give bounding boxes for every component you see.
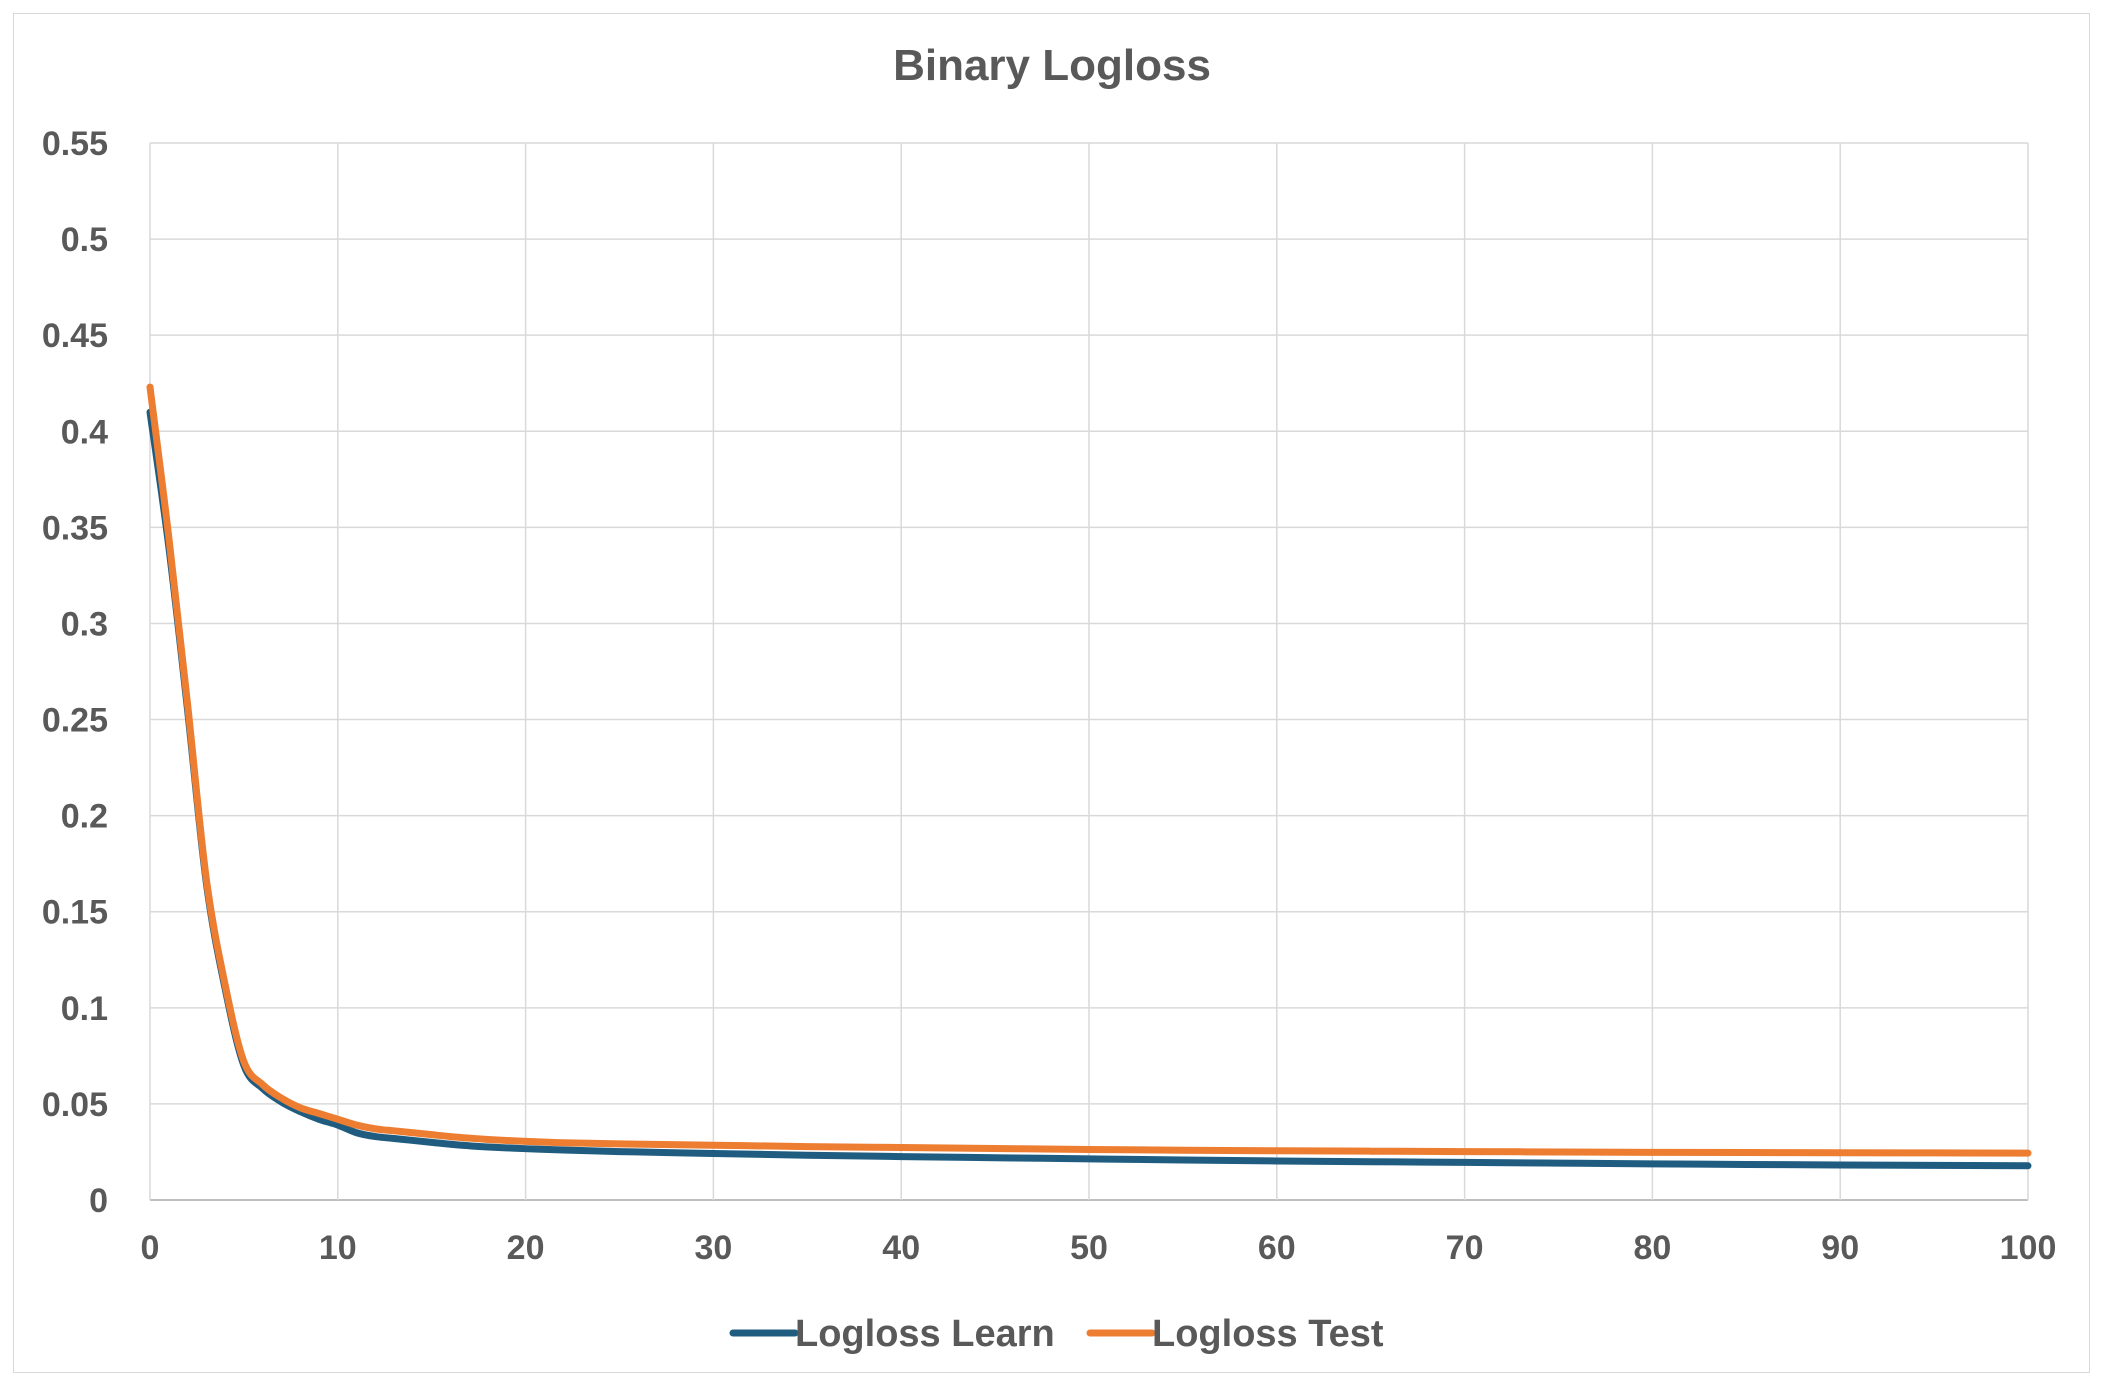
series-line-logloss-test: [146, 383, 2032, 1157]
legend-label: Logloss Test: [1152, 1313, 1384, 1355]
y-tick-label: 0.1: [61, 990, 108, 1028]
x-tick-label: 90: [1821, 1229, 1859, 1267]
legend-label: Logloss Learn: [795, 1313, 1055, 1355]
y-tick-label: 0: [89, 1182, 108, 1220]
y-tick-label: 0.2: [61, 798, 108, 836]
x-tick-label: 20: [507, 1229, 545, 1267]
x-tick-label: 10: [319, 1229, 357, 1267]
legend: Logloss Learn Logloss Test: [729, 1313, 1384, 1355]
y-tick-label: 0.55: [42, 125, 108, 163]
x-tick-label: 80: [1633, 1229, 1671, 1267]
y-tick-label: 0.35: [42, 509, 108, 547]
x-tick-label: 30: [694, 1229, 732, 1267]
series-lines: [146, 383, 2032, 1170]
chart-title: Binary Logloss: [893, 41, 1211, 90]
x-axis-ticks: 0 10 20 30 40 50 60 70 80 90 100: [141, 1229, 2057, 1267]
x-tick-label: 60: [1258, 1229, 1296, 1267]
y-tick-label: 0.05: [42, 1086, 108, 1124]
x-tick-label: 50: [1070, 1229, 1108, 1267]
x-tick-label: 40: [882, 1229, 920, 1267]
x-tick-label: 0: [141, 1229, 160, 1267]
y-tick-label: 0.25: [42, 702, 108, 740]
y-tick-label: 0.5: [61, 221, 108, 259]
y-tick-label: 0.15: [42, 894, 108, 932]
y-tick-label: 0.3: [61, 605, 108, 643]
y-tick-label: 0.4: [61, 413, 108, 451]
x-tick-label: 70: [1446, 1229, 1484, 1267]
x-tick-label: 100: [2000, 1229, 2057, 1267]
y-axis-ticks: 0 0.05 0.1 0.15 0.2 0.25 0.3 0.35 0.4 0.45 0.5 0.55: [42, 125, 108, 1220]
y-tick-label: 0.45: [42, 317, 108, 355]
gridlines: [149, 142, 2029, 1201]
